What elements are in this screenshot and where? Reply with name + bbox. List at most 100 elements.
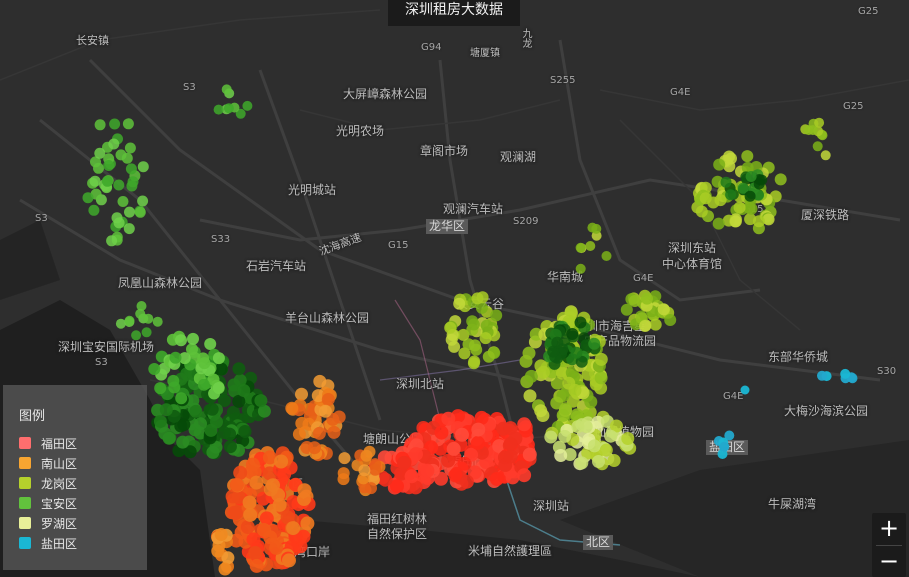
rental-point [235, 108, 246, 119]
place-label: 福田红树林 [367, 512, 428, 526]
rental-point [503, 436, 518, 451]
rental-point [441, 453, 456, 468]
place-label: 深圳站 [533, 499, 570, 513]
rental-point [113, 179, 125, 191]
rental-point [124, 142, 136, 154]
rental-point [221, 84, 232, 95]
legend-swatch [19, 497, 31, 509]
legend-swatch [19, 537, 31, 549]
legend-swatch [19, 437, 31, 449]
rental-point [198, 357, 211, 370]
rental-point [551, 336, 564, 349]
road-code-label: G4E [670, 87, 691, 98]
rental-point [517, 468, 532, 483]
rental-point [226, 405, 240, 419]
rental-point [492, 439, 507, 454]
rental-point [183, 445, 197, 459]
rental-point [774, 173, 787, 186]
rental-point [137, 161, 149, 173]
legend-item[interactable]: 龙岗区 [19, 473, 147, 493]
rental-point [575, 263, 586, 274]
rental-point [555, 366, 569, 380]
place-label: 中心体育馆 [662, 257, 723, 271]
rental-point [444, 321, 457, 334]
legend-item[interactable]: 罗湖区 [19, 513, 147, 533]
rental-point [295, 416, 309, 430]
rental-point [246, 532, 261, 547]
rental-point [591, 223, 602, 234]
rental-point [397, 455, 411, 470]
road-code-label: G15 [388, 240, 409, 251]
place-label: 塘厦镇 [470, 48, 500, 59]
rental-point [134, 206, 146, 218]
rental-point [245, 457, 260, 472]
rental-point [297, 492, 311, 506]
rental-point [639, 320, 652, 332]
road-code-label: S33 [211, 234, 231, 245]
zoom-out-button[interactable]: − [878, 547, 900, 575]
rental-point [318, 404, 332, 418]
rental-point [89, 175, 101, 187]
place-label: 光明农场 [336, 124, 385, 138]
rental-point [365, 482, 377, 495]
rental-point [607, 454, 621, 467]
rental-point [194, 417, 207, 431]
rental-point [664, 314, 677, 326]
rental-point [479, 332, 492, 345]
place-label: 凤凰山森林公园 [118, 276, 203, 290]
rental-point [570, 346, 583, 359]
rental-point [311, 389, 325, 403]
place-label: 厦深铁路 [801, 208, 850, 222]
rental-point [753, 189, 764, 201]
place-label: 华南城 [547, 270, 584, 284]
rental-point [259, 511, 274, 526]
zoom-in-button[interactable]: + [878, 514, 900, 542]
district-tag: 北区 [583, 535, 614, 550]
rental-point [292, 427, 306, 441]
rental-point [378, 472, 393, 487]
rental-point [123, 223, 135, 235]
rental-point [212, 352, 225, 365]
rental-point [175, 392, 188, 405]
rental-point [455, 427, 469, 442]
rental-point [82, 192, 94, 204]
rental-point [169, 351, 182, 364]
legend-item[interactable]: 盐田区 [19, 533, 147, 553]
rental-point [740, 385, 750, 395]
rental-point [300, 516, 315, 531]
rental-point [286, 521, 301, 536]
rental-point [523, 389, 537, 403]
rental-point [649, 318, 662, 331]
rental-point [641, 292, 653, 305]
rental-point [490, 309, 503, 322]
place-label: 大屏嶂森林公园 [343, 87, 428, 101]
rental-point [628, 295, 641, 307]
rental-point [459, 474, 474, 489]
rental-point [148, 363, 161, 375]
rental-point [377, 450, 392, 465]
rental-point [390, 479, 404, 494]
rental-point [840, 368, 851, 379]
rental-point [111, 212, 123, 224]
rental-point [143, 313, 154, 324]
rental-point [277, 467, 292, 482]
legend-item[interactable]: 福田区 [19, 433, 147, 453]
legend-item[interactable]: 南山区 [19, 453, 147, 473]
rental-point [575, 242, 586, 253]
place-label: 深圳东站 [668, 241, 717, 255]
rental-point [762, 213, 775, 226]
rental-point [272, 497, 287, 512]
rental-point [103, 160, 115, 171]
legend-title: 图例 [19, 409, 46, 424]
rental-point [584, 395, 598, 409]
rental-point [695, 205, 708, 218]
rental-point [737, 182, 749, 194]
road-code-label: S3 [183, 82, 196, 93]
rental-point [249, 558, 264, 573]
rental-point [360, 449, 373, 462]
rental-point [115, 318, 126, 329]
rental-point [475, 301, 488, 314]
legend-item[interactable]: 宝安区 [19, 493, 147, 513]
road-code-label: S3 [95, 357, 108, 368]
